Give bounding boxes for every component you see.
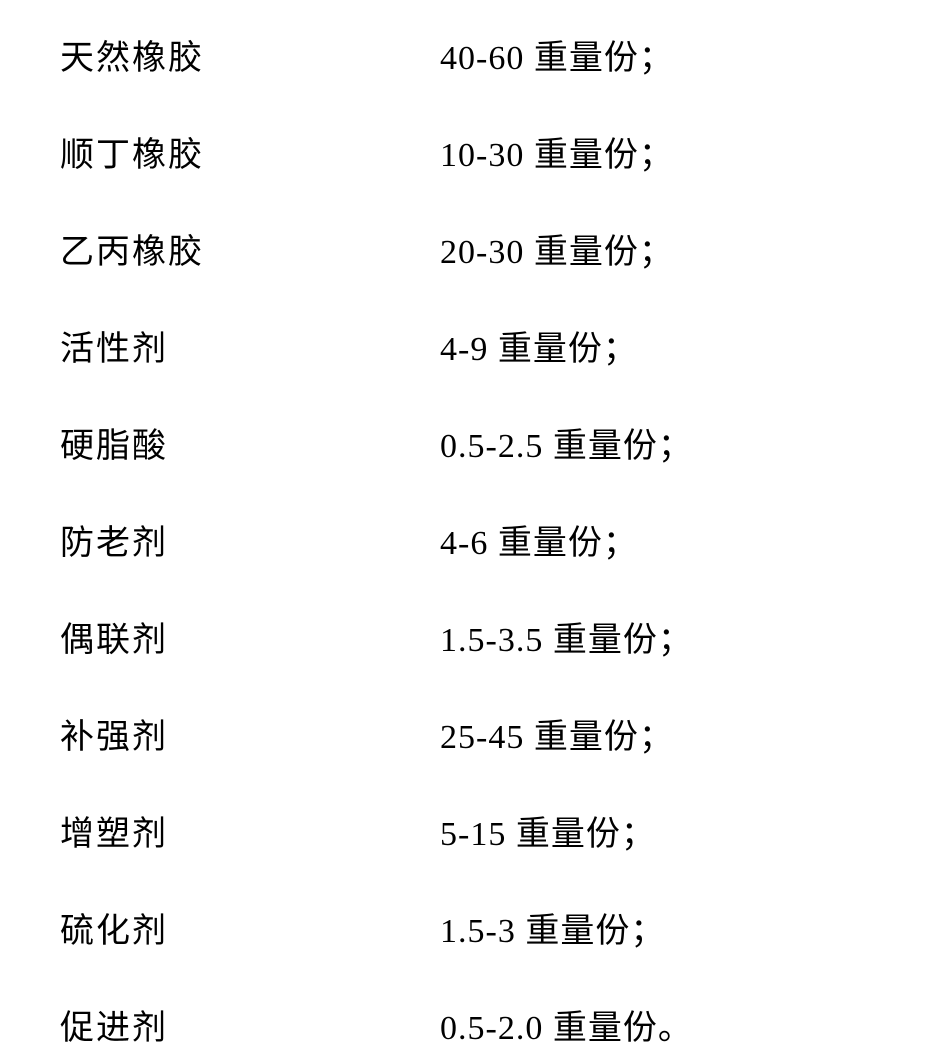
- ingredient-amount: 25-45 重量份；: [440, 709, 674, 758]
- ingredient-name: 天然橡胶: [60, 30, 440, 79]
- ingredient-name: 防老剂: [60, 515, 440, 564]
- table-row: 增塑剂 5-15 重量份；: [60, 806, 868, 855]
- ingredient-amount: 1.5-3.5 重量份；: [440, 612, 693, 661]
- table-row: 活性剂 4-9 重量份；: [60, 321, 868, 370]
- table-row: 偶联剂 1.5-3.5 重量份；: [60, 612, 868, 661]
- ingredient-name: 补强剂: [60, 709, 440, 758]
- table-row: 顺丁橡胶 10-30 重量份；: [60, 127, 868, 176]
- ingredient-amount: 0.5-2.5 重量份；: [440, 418, 693, 467]
- composition-table: 天然橡胶 40-60 重量份； 顺丁橡胶 10-30 重量份； 乙丙橡胶 20-…: [60, 30, 868, 1049]
- table-row: 补强剂 25-45 重量份；: [60, 709, 868, 758]
- table-row: 硬脂酸 0.5-2.5 重量份；: [60, 418, 868, 467]
- ingredient-amount: 4-6 重量份；: [440, 515, 638, 564]
- table-row: 促进剂 0.5-2.0 重量份。: [60, 1000, 868, 1049]
- ingredient-amount: 5-15 重量份；: [440, 806, 656, 855]
- ingredient-amount: 40-60 重量份；: [440, 30, 674, 79]
- ingredient-name: 活性剂: [60, 321, 440, 370]
- ingredient-name: 促进剂: [60, 1000, 440, 1049]
- table-row: 天然橡胶 40-60 重量份；: [60, 30, 868, 79]
- table-row: 乙丙橡胶 20-30 重量份；: [60, 224, 868, 273]
- ingredient-amount: 1.5-3 重量份；: [440, 903, 665, 952]
- table-row: 硫化剂 1.5-3 重量份；: [60, 903, 868, 952]
- ingredient-amount: 20-30 重量份；: [440, 224, 674, 273]
- ingredient-name: 硫化剂: [60, 903, 440, 952]
- ingredient-amount: 0.5-2.0 重量份。: [440, 1000, 693, 1049]
- ingredient-name: 硬脂酸: [60, 418, 440, 467]
- table-row: 防老剂 4-6 重量份；: [60, 515, 868, 564]
- ingredient-amount: 4-9 重量份；: [440, 321, 638, 370]
- ingredient-name: 增塑剂: [60, 806, 440, 855]
- ingredient-name: 偶联剂: [60, 612, 440, 661]
- ingredient-name: 乙丙橡胶: [60, 224, 440, 273]
- ingredient-amount: 10-30 重量份；: [440, 127, 674, 176]
- ingredient-name: 顺丁橡胶: [60, 127, 440, 176]
